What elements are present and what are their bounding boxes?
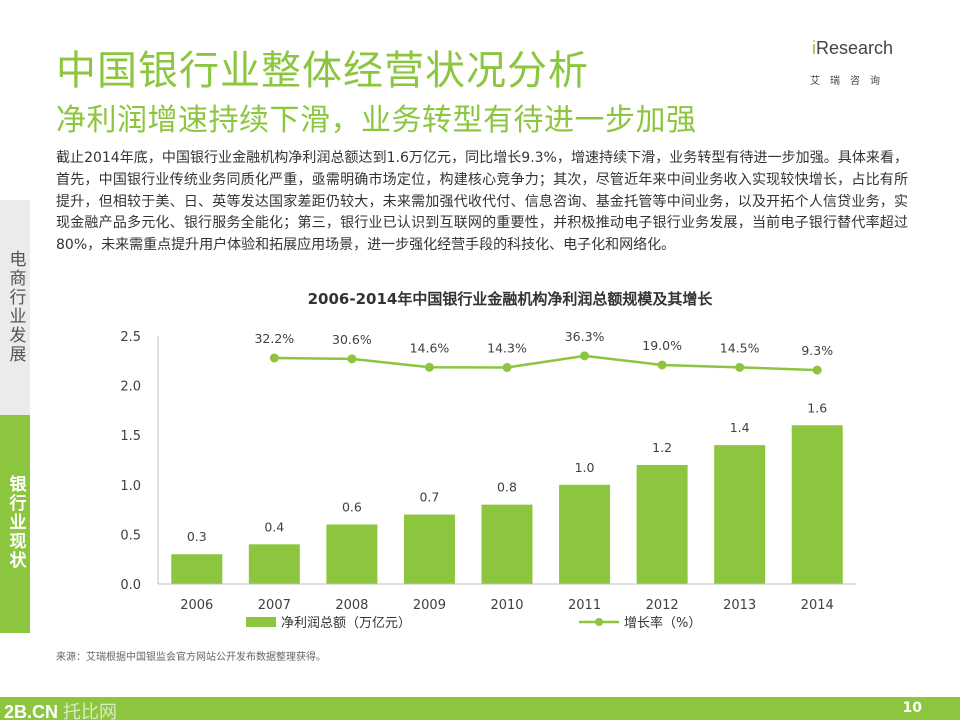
iresearch-logo: iResearch 艾瑞咨询 [806, 38, 906, 88]
y-tick-label: 0.0 [120, 578, 141, 593]
footer-logo-sub: 托比网 [63, 702, 118, 720]
growth-value-label: 14.6% [410, 340, 450, 355]
growth-value-label: 30.6% [332, 332, 372, 347]
bar-value-label: 1.4 [730, 420, 750, 435]
footer-logo: 2B.CN 托比网 [4, 698, 117, 720]
bar-2011 [559, 484, 611, 584]
page-title: 中国银行业整体经营状况分析 [56, 48, 589, 94]
page-subtitle: 净利润增速持续下滑，业务转型有待进一步加强 [56, 103, 697, 138]
x-tick-label: 2007 [258, 598, 291, 613]
bar-2013 [714, 445, 766, 584]
growth-value-label: 14.3% [487, 340, 527, 355]
bar-2007 [248, 544, 300, 584]
sidebar-tab-ecommerce[interactable]: 电商行业发展 [0, 200, 30, 415]
footer-logo-main: 2B.CN [4, 702, 59, 720]
bar-2010 [481, 504, 533, 584]
legend-line-label: 增长率（%） [624, 615, 701, 631]
growth-point-2011 [580, 351, 590, 361]
growth-value-label: 14.5% [720, 340, 760, 355]
growth-point-2014 [812, 365, 822, 375]
legend-bar-label: 净利润总额（万亿元） [281, 616, 411, 631]
x-tick-label: 2008 [335, 598, 368, 613]
logo-brand-i: i [812, 38, 816, 58]
bar-2008 [326, 524, 378, 584]
bar-value-label: 0.3 [187, 529, 207, 544]
growth-point-2010 [502, 362, 512, 372]
bar-value-label: 1.6 [807, 400, 827, 415]
x-tick-label: 2006 [180, 598, 213, 613]
y-tick-label: 1.0 [120, 479, 141, 494]
x-axis: 2006 2007 2008 2009 2010 2011 2012 2013 2014 [158, 583, 856, 613]
growth-value-label: 9.3% [801, 343, 833, 358]
x-tick-label: 2013 [723, 598, 756, 613]
page-number: 10 [902, 700, 922, 716]
legend-line-marker [595, 618, 603, 626]
source-note: 来源：艾瑞根据中国银监会官方网站公开发布数据整理获得。 [56, 652, 326, 663]
growth-value-label: 19.0% [642, 338, 682, 353]
y-tick-label: 1.5 [120, 429, 141, 444]
chart-title: 2006-2014年中国银行业金融机构净利润总额规模及其增长 [308, 290, 714, 308]
bar-value-label: 0.4 [264, 519, 284, 534]
bar-2006 [171, 554, 223, 584]
body-paragraph: 截止2014年底，中国银行业金融机构净利润总额达到1.6万亿元，同比增长9.3%… [56, 150, 908, 254]
growth-line-path [274, 354, 818, 372]
bar-value-label: 1.2 [652, 440, 672, 455]
growth-point-2008 [347, 354, 357, 364]
growth-value-label: 36.3% [565, 329, 605, 344]
y-tick-label: 2.0 [120, 380, 141, 395]
sidebar-tab-banking[interactable]: 银行业现状 [0, 415, 30, 633]
y-tick-label: 2.5 [120, 330, 141, 345]
logo-subtitle: 艾瑞咨询 [810, 76, 890, 87]
bar-value-label: 0.8 [497, 480, 517, 495]
bar-value-label: 0.6 [342, 499, 362, 514]
bar-series: 0.3 0.4 0.6 0.7 0.8 1.0 1.2 1.4 1.6 [171, 400, 843, 584]
x-tick-label: 2011 [568, 598, 601, 613]
x-tick-label: 2010 [490, 598, 523, 613]
growth-point-2009 [424, 362, 434, 372]
growth-point-2007 [269, 353, 279, 363]
bar-2009 [403, 514, 455, 584]
sidebar-tab-label: 电商行业发展 [5, 250, 26, 364]
x-tick-label: 2014 [801, 598, 834, 613]
bar-2014 [791, 425, 843, 584]
growth-point-2013 [735, 362, 745, 372]
y-tick-label: 0.5 [120, 528, 141, 543]
bar-value-label: 0.7 [419, 490, 439, 505]
growth-line-series: 32.2% 30.6% 14.6% 14.3% 36.3% 19.0% 14.5% 9.3% [254, 329, 833, 375]
growth-point-2012 [657, 360, 667, 370]
logo-brand-rest: Research [816, 38, 894, 58]
bar-value-label: 1.0 [575, 460, 595, 475]
chart-legend: 净利润总额（万亿元） 增长率（%） [246, 615, 701, 631]
x-tick-label: 2012 [646, 598, 679, 613]
footer-bar [0, 697, 960, 720]
sidebar-tab-label: 银行业现状 [5, 475, 26, 570]
legend-bar-swatch [246, 617, 276, 627]
x-tick-label: 2009 [413, 598, 446, 613]
bar-2012 [636, 464, 688, 584]
y-axis: 0.0 0.5 1.0 1.5 2.0 2.5 [120, 330, 159, 593]
growth-value-label: 32.2% [254, 331, 294, 346]
